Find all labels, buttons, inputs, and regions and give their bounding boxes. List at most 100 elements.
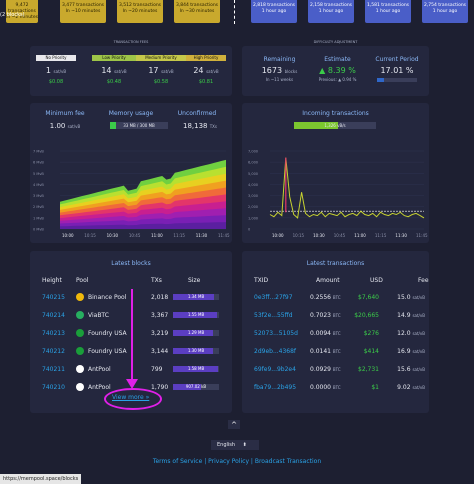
tx-usd: $2,731 xyxy=(358,366,379,373)
table-row[interactable]: 740210 AntPool 1,790 907.02 kB xyxy=(30,379,232,397)
blocks-header-txs: TXs xyxy=(151,277,162,284)
x-tick-label: 11:00 xyxy=(151,233,163,238)
estimate-label: Estimate xyxy=(324,56,351,63)
block-size-fill xyxy=(173,330,214,336)
txid-link[interactable]: 2d9eb...4368f xyxy=(254,348,297,355)
block-tx-count: 2,018 xyxy=(151,294,169,301)
tx-amount: 0.0141 BTC xyxy=(310,348,341,355)
tx-amount: 0.0000 BTC xyxy=(310,384,341,391)
pool-logo-icon xyxy=(76,293,84,301)
mempool-panel: Minimum fee Memory usage Unconfirmed 1.0… xyxy=(30,103,232,243)
fee-label-high: High Priority xyxy=(186,55,226,61)
block-tx-count: 3,477 transactions xyxy=(61,3,105,8)
pool-name[interactable]: ViaBTC xyxy=(88,312,109,319)
table-row[interactable]: 740212 Foundry USA 3,144 1.30 MB xyxy=(30,343,232,361)
block-tx-count: 3,512 transactions xyxy=(118,3,162,8)
table-row[interactable]: 740214 ViaBTC 3,367 1.55 MB xyxy=(30,307,232,325)
fees-title: TRANSACTION FEES xyxy=(113,40,149,44)
fees-panel: TRANSACTION FEES No Priority Low Priorit… xyxy=(30,40,232,96)
txid-link[interactable]: 53f2e...55ffd xyxy=(254,312,293,319)
incoming-rate-bar: 1,326 vB/s xyxy=(294,122,376,129)
txid-link[interactable]: fba79...2b495 xyxy=(254,384,297,391)
table-row[interactable]: fba79...2b495 0.0000 BTC $1 9.02 sat/vB xyxy=(242,379,429,397)
mempool-block[interactable]: 3,844 transactions In ~30 minutes xyxy=(174,0,220,23)
language-select[interactable]: English ⬍ xyxy=(211,440,259,450)
y-tick-label: 5 MvB xyxy=(33,172,44,176)
tx-header-txid: TXID xyxy=(254,277,269,284)
block-time: 1 hour ago xyxy=(432,9,458,14)
block-size-fill xyxy=(173,366,218,372)
latest-tx-title: Latest transactions xyxy=(306,260,365,267)
txid-link[interactable]: 0e3ff...27f97 xyxy=(254,294,293,301)
current-period-value: 17.01 % xyxy=(380,66,414,75)
table-row[interactable]: 52073...5105d 0.0094 BTC $276 12.0 sat/vB xyxy=(242,325,429,343)
y-tick-label: 1,000 xyxy=(248,216,258,220)
incoming-rate-text: 1,326 vB/s xyxy=(324,123,346,128)
mempool-block[interactable]: 9,472 transactions In ~2 minutes xyxy=(6,0,38,23)
y-tick-label: 7,000 xyxy=(248,150,258,154)
block-height-link[interactable]: 740211 xyxy=(42,366,65,373)
tx-usd: $1 xyxy=(371,384,379,391)
table-row[interactable]: 2d9eb...4368f 0.0141 BTC $414 16.9 sat/vB xyxy=(242,343,429,361)
block-size-bar: 907.02 kB xyxy=(173,384,219,390)
pool-logo-icon xyxy=(76,383,84,391)
fee-label-medium: Medium Priority xyxy=(136,55,186,61)
block-size-text: 907.02 kB xyxy=(185,384,207,389)
confirmed-block[interactable]: 1,581 transactions 1 hour ago xyxy=(365,0,411,23)
pool-name[interactable]: Binance Pool xyxy=(88,294,127,301)
txid-link[interactable]: 69fe9...9b2e4 xyxy=(254,366,296,373)
block-tx-count: 3,367 xyxy=(151,312,169,319)
block-tx-count: 2,818 transactions xyxy=(252,3,296,8)
pool-logo-icon xyxy=(76,347,84,355)
latest-tx-panel: Latest transactions TXID Amount USD Fee … xyxy=(242,251,429,413)
block-height-link[interactable]: 740210 xyxy=(42,384,65,391)
block-tx-count: 3,144 xyxy=(151,348,169,355)
y-tick-label: 0 xyxy=(248,228,250,232)
chevron-down-icon: ⬍ xyxy=(242,442,247,448)
tx-fee: 16.9 sat/vB xyxy=(397,348,425,355)
tx-fee: 15.0 sat/vB xyxy=(397,294,425,301)
confirmed-block[interactable]: 2,158 transactions 1 hour ago xyxy=(308,0,354,23)
block-height-link[interactable]: 740213 xyxy=(42,330,65,337)
table-row[interactable]: 0e3ff...27f97 0.2556 BTC $7,640 15.0 sat/vB xyxy=(242,289,429,307)
divider-line xyxy=(234,0,235,24)
table-row[interactable]: 69fe9...9b2e4 0.0929 BTC $2,731 15.6 sat/vB xyxy=(242,361,429,379)
incoming-tx-line xyxy=(269,157,425,219)
block-height-link[interactable]: 740214 xyxy=(42,312,65,319)
mempool-block[interactable]: 3,512 transactions In ~20 minutes xyxy=(117,0,163,23)
y-tick-label: 2,000 xyxy=(248,205,258,209)
memory-bar-text: 33 MB / 300 MB xyxy=(123,123,155,128)
estimate-value: ▲ 8.39 % xyxy=(319,66,356,75)
block-time: In ~30 minutes xyxy=(179,9,215,14)
block-size-text: 1.30 MB xyxy=(187,348,205,353)
scroll-up-button[interactable]: ^ xyxy=(228,420,240,429)
block-size-text: 1.58 MB xyxy=(187,366,205,371)
x-tick-label: 11:15 xyxy=(173,233,185,238)
tx-usd: $20,665 xyxy=(354,312,379,319)
txid-link[interactable]: 52073...5105d xyxy=(254,330,298,337)
tx-amount: 0.2556 BTC xyxy=(310,294,341,301)
table-row[interactable]: 53f2e...55ffd 0.7023 BTC $20,665 14.9 sat/v… xyxy=(242,307,429,325)
pool-name[interactable]: AntPool xyxy=(88,366,111,373)
fee-value-high: 24 sat/vB xyxy=(193,66,219,75)
block-prefix: (2 blocks) xyxy=(0,12,25,18)
pool-name[interactable]: AntPool xyxy=(88,384,111,391)
block-height-link[interactable]: 740212 xyxy=(42,348,65,355)
pool-name[interactable]: Foundry USA xyxy=(88,348,127,355)
remaining-value: 1673 blocks xyxy=(261,66,298,75)
pool-name[interactable]: Foundry USA xyxy=(88,330,127,337)
remaining-label: Remaining xyxy=(263,56,296,63)
table-row[interactable]: 740215 Binance Pool 2,018 1.34 MB xyxy=(30,289,232,307)
blocks-header-size: Size xyxy=(188,277,201,284)
block-height-link[interactable]: 740215 xyxy=(42,294,65,301)
table-row[interactable]: 740211 AntPool 799 1.58 MB xyxy=(30,361,232,379)
fee-value-medium: 17 sat/vB xyxy=(148,66,174,75)
block-time: In ~10 minutes xyxy=(65,9,101,14)
footer-links[interactable]: Terms of Service | Privacy Policy | Broa… xyxy=(152,458,322,465)
mempool-block[interactable]: 3,477 transactions In ~10 minutes xyxy=(60,0,106,23)
pool-logo-icon xyxy=(76,311,84,319)
confirmed-block[interactable]: 2,754 transactions 1 hour ago xyxy=(422,0,468,23)
confirmed-block[interactable]: 2,818 transactions 1 hour ago xyxy=(251,0,297,23)
x-tick-label: 10:15 xyxy=(84,233,96,238)
table-row[interactable]: 740213 Foundry USA 3,219 1.29 MB xyxy=(30,325,232,343)
